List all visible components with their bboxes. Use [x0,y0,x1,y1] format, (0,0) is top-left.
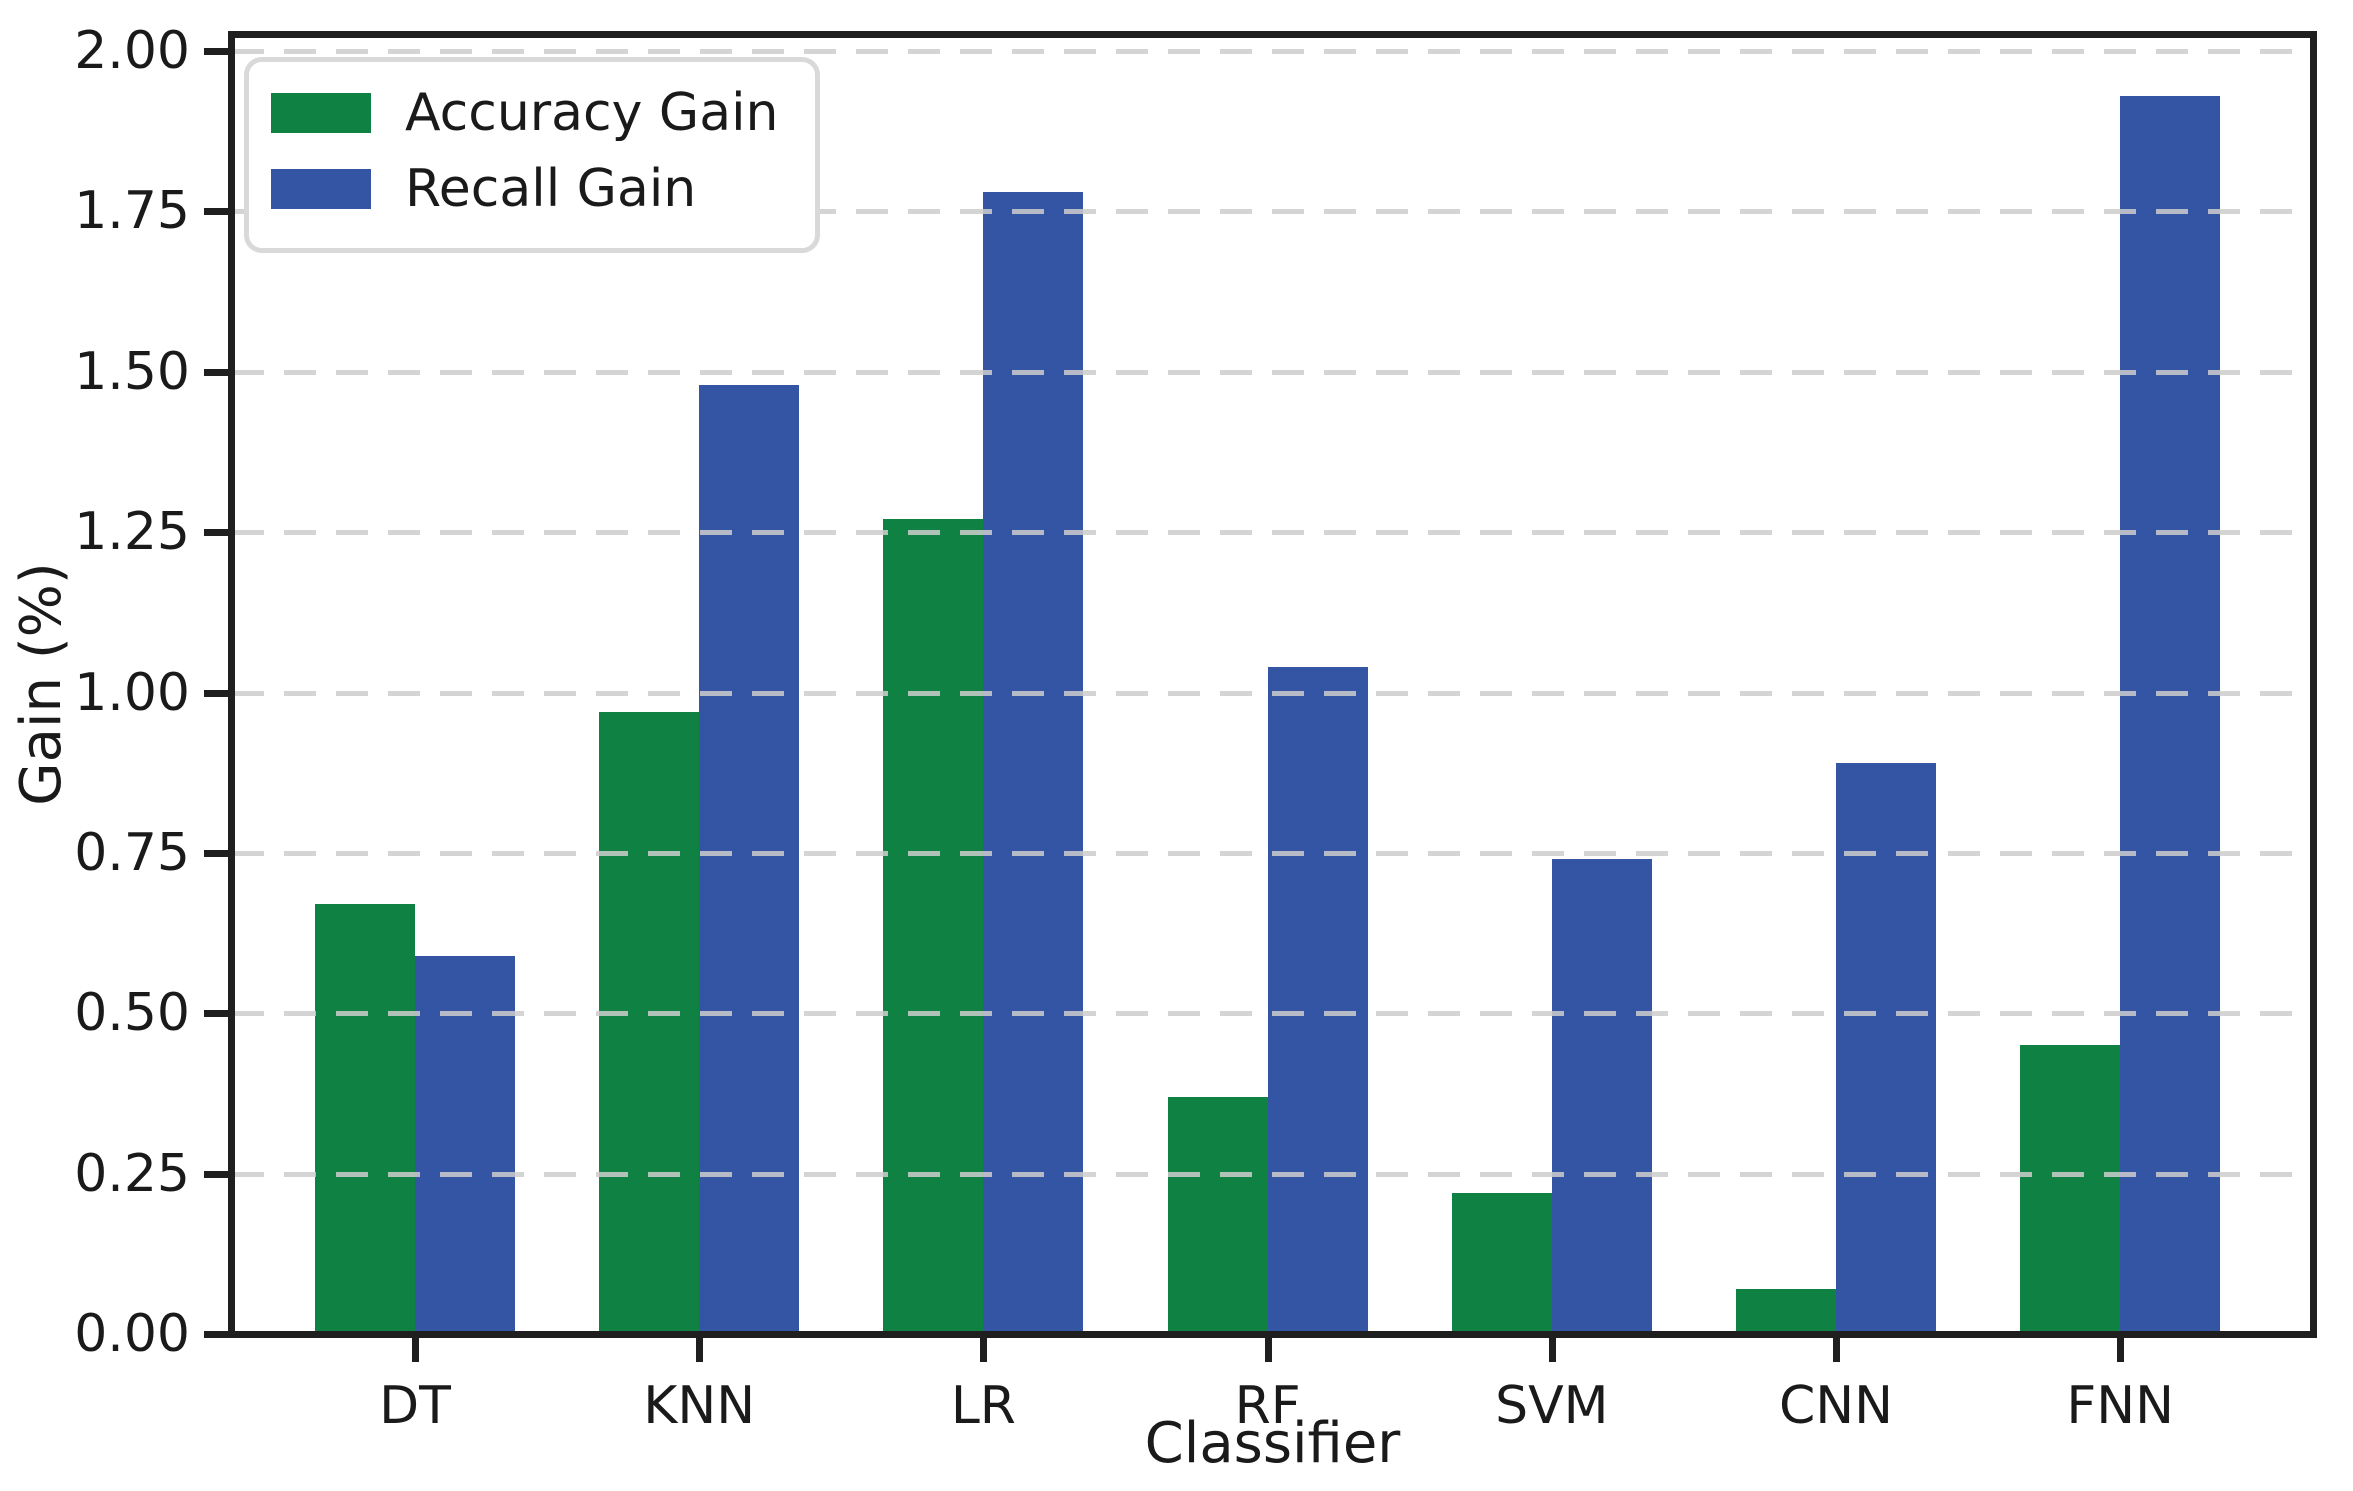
x-tick-label-lr: LR [950,1376,1016,1436]
gridline-0.50 [232,1011,2313,1017]
x-tick-label-dt: DT [379,1376,451,1436]
y-axis-line [228,31,235,1337]
x-tick-mark-lr [980,1334,988,1362]
y-tick-label-2.00: 2.00 [74,21,190,81]
y-tick-mark-1.50 [204,368,232,376]
y-tick-mark-0.00 [204,1331,232,1338]
x-tick-mark-dt [412,1334,419,1362]
right-spine [2310,31,2317,1337]
plot-area: Accuracy Gain Recall Gain [228,31,2317,1338]
bar-accuracy-gain-knn [599,712,700,1334]
y-tick-mark-1.25 [204,529,232,537]
bar-accuracy-gain-lr [883,519,984,1334]
y-tick-mark-1.75 [204,208,232,216]
y-tick-label-1.25: 1.25 [74,502,190,563]
y-tick-label-0.00: 0.00 [74,1304,190,1364]
legend-label-accuracy-gain: Accuracy Gain [405,83,779,143]
legend-entry-accuracy-gain: Accuracy Gain [271,82,779,144]
bar-recall-gain-knn [699,385,800,1334]
y-tick-label-0.25: 0.25 [74,1143,190,1204]
bar-accuracy-gain-svm [1451,1193,1552,1334]
y-tick-mark-0.75 [204,849,232,857]
x-tick-mark-fnn [2117,1334,2125,1362]
y-tick-label-0.75: 0.75 [74,822,190,883]
bar-accuracy-gain-rf [1167,1097,1268,1334]
x-axis-line [228,1331,2317,1338]
bar-accuracy-gain-dt [315,904,415,1334]
bar-recall-gain-dt [415,956,515,1334]
bar-accuracy-gain-fnn [2020,1045,2121,1334]
y-tick-label-1.00: 1.00 [74,662,190,723]
x-tick-mark-cnn [1833,1334,1840,1362]
bar-recall-gain-rf [1267,667,1368,1334]
x-axis-label: Classifier [1144,1411,1401,1476]
y-tick-mark-0.25 [204,1170,232,1178]
y-tick-label-1.75: 1.75 [74,181,190,242]
y-tick-mark-1.00 [204,689,232,697]
y-tick-mark-2.00 [204,48,232,55]
gridline-1.75 [232,209,2313,215]
recall-gain-swatch [271,169,371,209]
top-spine [228,31,2317,38]
bar-recall-gain-cnn [1836,763,1936,1334]
bar-accuracy-gain-cnn [1736,1289,1836,1334]
x-tick-label-fnn: FNN [2066,1376,2175,1436]
y-tick-label-1.50: 1.50 [74,341,190,402]
legend: Accuracy Gain Recall Gain [244,57,820,253]
gridline-2.00 [232,49,2313,54]
bar-recall-gain-lr [983,192,1084,1334]
gridline-0.25 [232,1171,2313,1177]
y-tick-label-0.50: 0.50 [74,983,190,1044]
bar-recall-gain-svm [1551,859,1652,1334]
x-tick-mark-rf [1264,1334,1272,1362]
bar-recall-gain-fnn [2120,96,2221,1334]
x-tick-mark-knn [696,1334,704,1362]
legend-label-recall-gain: Recall Gain [405,159,697,219]
gridline-1.25 [232,530,2313,536]
x-tick-label-knn: KNN [643,1376,756,1436]
gridline-0.75 [232,850,2313,856]
x-tick-label-svm: SVM [1495,1376,1609,1436]
x-tick-mark-svm [1548,1334,1556,1362]
legend-entry-recall-gain: Recall Gain [271,158,779,220]
accuracy-gain-swatch [271,93,371,133]
x-tick-label-cnn: CNN [1778,1376,1894,1436]
x-tick-label-rf: RF [1234,1376,1301,1436]
y-tick-mark-0.50 [204,1010,232,1018]
gridline-1.50 [232,369,2313,375]
gridline-1.00 [232,690,2313,696]
